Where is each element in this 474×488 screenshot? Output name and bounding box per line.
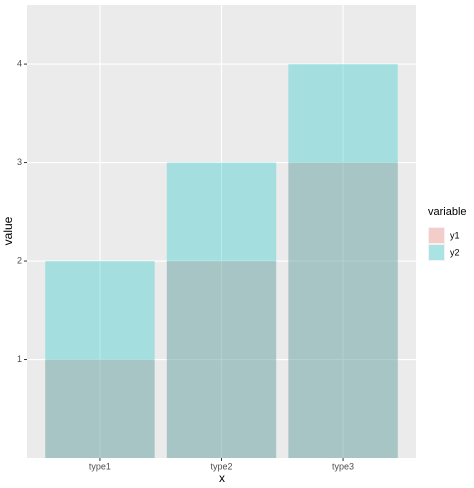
legend-key-bg (428, 227, 445, 244)
y-tick-label: 2 (17, 255, 22, 265)
bar (45, 261, 155, 458)
bar (288, 162, 398, 458)
legend-label: y2 (450, 247, 460, 257)
x-axis-title: x (219, 471, 225, 485)
legend-title: variable (428, 206, 467, 218)
y-tick-label: 4 (17, 58, 22, 68)
bar (288, 64, 398, 458)
legend-key-bg (428, 244, 445, 261)
x-tick-label: type2 (210, 461, 232, 471)
legend-key (429, 228, 444, 243)
bar (166, 162, 277, 458)
x-tick-label: type1 (89, 461, 111, 471)
legend-label: y1 (450, 230, 460, 240)
y-tick-label: 1 (17, 354, 22, 364)
legend-key (429, 245, 444, 260)
bar (45, 359, 155, 458)
y-axis-title: value (1, 216, 15, 245)
x-tick-label: type3 (332, 461, 354, 471)
bar (166, 261, 277, 458)
y-tick-label: 3 (17, 157, 22, 167)
